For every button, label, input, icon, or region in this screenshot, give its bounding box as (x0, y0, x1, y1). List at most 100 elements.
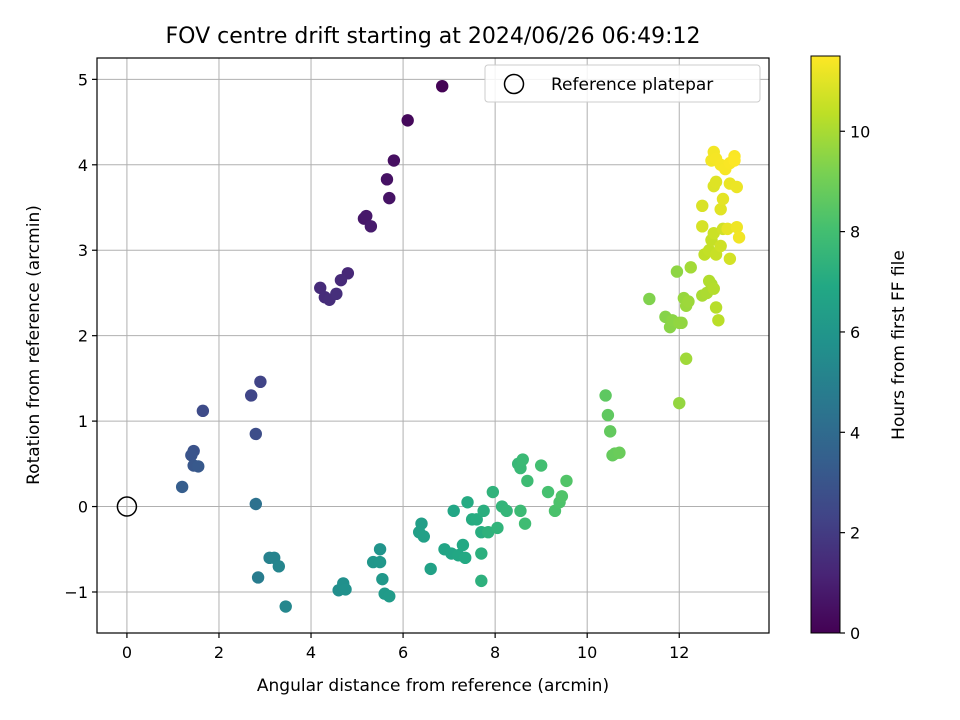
data-point (477, 504, 490, 518)
data-point (254, 375, 267, 389)
grid (97, 58, 769, 633)
data-point (696, 199, 709, 213)
data-point (401, 114, 414, 127)
data-point (380, 173, 394, 186)
data-point (604, 425, 617, 438)
data-point (714, 203, 727, 216)
x-tick-label: 8 (490, 643, 500, 662)
y-tick-label: 1 (78, 412, 88, 431)
y-tick-label: 3 (78, 241, 88, 260)
data-point (364, 220, 378, 233)
data-point (541, 485, 555, 499)
x-axis-label: Angular distance from reference (arcmin) (257, 676, 609, 696)
colorbar-gradient (810, 55, 841, 634)
data-point (712, 314, 725, 327)
data-point (675, 316, 688, 330)
colorbar-tick-label: 2 (850, 524, 860, 543)
reference-point-marker (116, 496, 138, 517)
legend-box (484, 64, 761, 103)
data-point (244, 389, 258, 402)
data-point (599, 389, 612, 402)
data-point (447, 504, 460, 518)
data-point (514, 504, 527, 518)
data-point (417, 530, 430, 543)
data-point (709, 301, 723, 314)
data-point (716, 192, 730, 206)
y-tick-label: −1 (64, 583, 88, 602)
y-axis-label: Rotation from reference (arcmin) (24, 205, 44, 485)
data-point (682, 295, 695, 308)
legend-label-reference: Reference platepar (551, 75, 713, 95)
x-tick-label: 4 (306, 643, 316, 662)
y-tick-label: 4 (78, 156, 88, 175)
data-point (192, 460, 205, 473)
data-point (459, 551, 472, 565)
y-tick-label: 2 (78, 327, 88, 346)
data-point (518, 517, 532, 530)
data-point (251, 571, 265, 584)
data-point (314, 281, 327, 295)
data-point (383, 590, 396, 603)
data-point (707, 282, 720, 295)
data-point (424, 562, 437, 576)
colorbar-label: Hours from first FF file (889, 250, 909, 440)
data-point (714, 239, 727, 253)
data-point (334, 273, 348, 287)
data-point (470, 513, 483, 526)
data-point (673, 396, 686, 410)
y-tick-label: 0 (78, 498, 88, 517)
data-point (360, 209, 373, 223)
data-point (732, 231, 746, 244)
data-point (534, 459, 548, 472)
data-point (175, 480, 189, 494)
data-point (730, 180, 743, 194)
colorbar-tick-label: 10 (850, 122, 870, 141)
data-point (249, 427, 262, 441)
data-point (249, 497, 262, 511)
data-point (521, 474, 534, 488)
data-point (461, 496, 474, 509)
plot-frame (96, 57, 770, 634)
x-tick-label: 12 (669, 643, 689, 662)
data-point (679, 352, 693, 365)
data-point (555, 490, 569, 503)
chart-title: FOV centre drift starting at 2024/06/26 … (166, 24, 701, 49)
data-point (491, 521, 504, 535)
data-point (709, 175, 723, 189)
data-point (516, 453, 529, 466)
data-point (482, 525, 495, 539)
data-point (185, 449, 198, 462)
data-point (272, 560, 286, 573)
data-point (456, 538, 470, 552)
data-point (373, 555, 387, 569)
data-point (279, 600, 292, 613)
data-point (721, 222, 734, 236)
colorbar: 0 2 4 6 8 10 Hours from first FF file (810, 55, 909, 643)
data-point (500, 504, 513, 518)
data-point (330, 287, 343, 301)
colorbar-tick-label: 0 (850, 624, 860, 643)
data-point (730, 220, 743, 234)
data-point (436, 79, 449, 93)
data-point (670, 265, 684, 278)
data-point (196, 404, 210, 418)
data-point (601, 408, 615, 422)
y-axis-ticks: −1 0 1 2 3 4 5 (64, 70, 97, 602)
data-point (387, 154, 401, 167)
x-tick-label: 0 (122, 643, 132, 662)
colorbar-tick-label: 4 (850, 423, 860, 442)
colorbar-tick-label: 6 (850, 323, 860, 342)
data-point (723, 252, 737, 265)
data-point (728, 154, 741, 167)
data-point (560, 474, 573, 488)
data-point (475, 547, 488, 560)
data-point (383, 191, 396, 205)
x-axis-ticks: 0 2 4 6 8 10 12 (122, 633, 689, 662)
data-point (707, 226, 720, 240)
x-tick-label: 2 (214, 643, 224, 662)
x-tick-label: 6 (398, 643, 408, 662)
data-point (376, 572, 389, 586)
data-point (339, 583, 352, 596)
data-point (613, 446, 626, 459)
